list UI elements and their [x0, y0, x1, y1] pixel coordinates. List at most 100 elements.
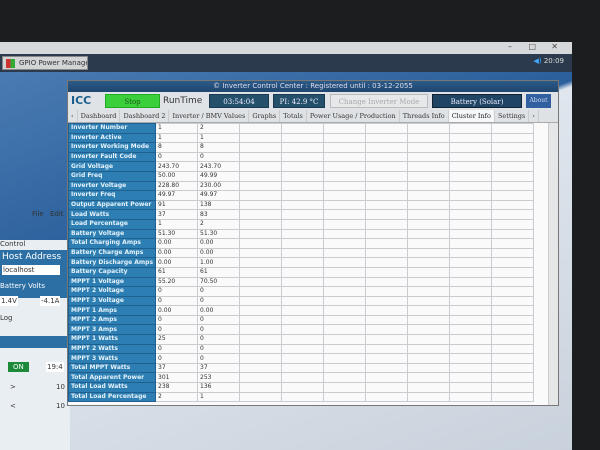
- empty-cell[interactable]: [281, 228, 325, 240]
- empty-cell[interactable]: [323, 343, 367, 355]
- empty-cell[interactable]: [323, 372, 367, 384]
- cell-inverter-1[interactable]: 243.70: [155, 161, 199, 172]
- empty-cell[interactable]: [281, 247, 325, 259]
- cell-inverter-1[interactable]: 1: [155, 132, 199, 144]
- empty-cell[interactable]: [239, 142, 283, 153]
- empty-cell[interactable]: [449, 257, 493, 268]
- cell-inverter-1[interactable]: 0.00: [155, 257, 199, 268]
- cell-inverter-1[interactable]: 0: [155, 314, 199, 326]
- empty-cell[interactable]: [281, 353, 325, 364]
- empty-cell[interactable]: [281, 372, 325, 384]
- empty-cell[interactable]: [365, 161, 409, 172]
- cell-inverter-1[interactable]: 49.97: [155, 190, 199, 201]
- empty-cell[interactable]: [449, 343, 493, 355]
- host-address-input[interactable]: localhost: [2, 265, 60, 275]
- empty-cell[interactable]: [491, 372, 535, 384]
- empty-cell[interactable]: [407, 295, 451, 307]
- cell-inverter-2[interactable]: 0.00: [197, 238, 241, 249]
- cell-inverter-1[interactable]: 1: [155, 218, 199, 230]
- cell-inverter-1[interactable]: 2: [155, 391, 199, 403]
- empty-cell[interactable]: [239, 199, 283, 211]
- row-label[interactable]: Grid Voltage: [68, 161, 157, 172]
- empty-cell[interactable]: [407, 180, 451, 192]
- empty-cell[interactable]: [239, 382, 283, 393]
- empty-cell[interactable]: [323, 314, 367, 326]
- row-label[interactable]: MPPT 1 Amps: [68, 305, 157, 316]
- empty-cell[interactable]: [449, 391, 493, 403]
- empty-cell[interactable]: [239, 228, 283, 240]
- empty-cell[interactable]: [365, 180, 409, 192]
- empty-cell[interactable]: [365, 343, 409, 355]
- empty-cell[interactable]: [449, 286, 493, 297]
- cell-inverter-1[interactable]: 37: [155, 209, 199, 220]
- next-button[interactable]: >: [10, 383, 16, 391]
- empty-cell[interactable]: [239, 151, 283, 163]
- empty-cell[interactable]: [323, 180, 367, 192]
- row-label[interactable]: MPPT 3 Amps: [68, 324, 157, 336]
- cell-inverter-1[interactable]: 50.00: [155, 170, 199, 182]
- empty-cell[interactable]: [323, 199, 367, 211]
- empty-cell[interactable]: [491, 123, 535, 134]
- empty-cell[interactable]: [365, 257, 409, 268]
- empty-cell[interactable]: [323, 247, 367, 259]
- empty-cell[interactable]: [365, 218, 409, 230]
- cell-inverter-1[interactable]: 0: [155, 286, 199, 297]
- empty-cell[interactable]: [407, 334, 451, 345]
- empty-cell[interactable]: [281, 151, 325, 163]
- empty-cell[interactable]: [323, 209, 367, 220]
- cell-inverter-2[interactable]: 51.30: [197, 228, 241, 240]
- empty-cell[interactable]: [449, 199, 493, 211]
- row-label[interactable]: Total Load Percentage: [68, 391, 157, 403]
- empty-cell[interactable]: [491, 247, 535, 259]
- empty-cell[interactable]: [491, 276, 535, 288]
- row-label[interactable]: Inverter Active: [68, 132, 157, 144]
- empty-cell[interactable]: [365, 324, 409, 336]
- empty-cell[interactable]: [491, 132, 535, 144]
- empty-cell[interactable]: [239, 209, 283, 220]
- empty-cell[interactable]: [365, 151, 409, 163]
- empty-cell[interactable]: [239, 123, 283, 134]
- row-label[interactable]: Inverter Voltage: [68, 180, 157, 192]
- cell-inverter-1[interactable]: 91: [155, 199, 199, 211]
- empty-cell[interactable]: [407, 343, 451, 355]
- cell-inverter-1[interactable]: 51.30: [155, 228, 199, 240]
- empty-cell[interactable]: [365, 314, 409, 326]
- empty-cell[interactable]: [449, 142, 493, 153]
- empty-cell[interactable]: [323, 142, 367, 153]
- about-button[interactable]: About: [526, 94, 551, 108]
- cell-inverter-1[interactable]: 0: [155, 151, 199, 163]
- cell-inverter-1[interactable]: 8: [155, 142, 199, 153]
- empty-cell[interactable]: [449, 382, 493, 393]
- empty-cell[interactable]: [491, 142, 535, 153]
- empty-cell[interactable]: [365, 276, 409, 288]
- empty-cell[interactable]: [365, 362, 409, 374]
- vertical-scrollbar[interactable]: [548, 123, 558, 405]
- empty-cell[interactable]: [239, 247, 283, 259]
- cell-inverter-2[interactable]: 0: [197, 295, 241, 307]
- empty-cell[interactable]: [239, 218, 283, 230]
- cell-inverter-2[interactable]: 1: [197, 391, 241, 403]
- empty-cell[interactable]: [323, 190, 367, 201]
- empty-cell[interactable]: [239, 314, 283, 326]
- empty-cell[interactable]: [323, 228, 367, 240]
- cell-inverter-1[interactable]: 0: [155, 343, 199, 355]
- tab-dashboard[interactable]: Dashboard: [78, 110, 121, 122]
- empty-cell[interactable]: [239, 180, 283, 192]
- cell-inverter-2[interactable]: 0: [197, 334, 241, 345]
- cell-inverter-2[interactable]: 0.00: [197, 305, 241, 316]
- row-label[interactable]: Inverter Working Mode: [68, 142, 157, 153]
- empty-cell[interactable]: [365, 247, 409, 259]
- empty-cell[interactable]: [323, 324, 367, 336]
- empty-cell[interactable]: [239, 324, 283, 336]
- row-label[interactable]: MPPT 2 Voltage: [68, 286, 157, 297]
- empty-cell[interactable]: [491, 170, 535, 182]
- empty-cell[interactable]: [365, 199, 409, 211]
- empty-cell[interactable]: [365, 170, 409, 182]
- empty-cell[interactable]: [491, 353, 535, 364]
- empty-cell[interactable]: [281, 209, 325, 220]
- empty-cell[interactable]: [323, 362, 367, 374]
- empty-cell[interactable]: [281, 324, 325, 336]
- cell-inverter-1[interactable]: 228.80: [155, 180, 199, 192]
- empty-cell[interactable]: [281, 391, 325, 403]
- empty-cell[interactable]: [449, 161, 493, 172]
